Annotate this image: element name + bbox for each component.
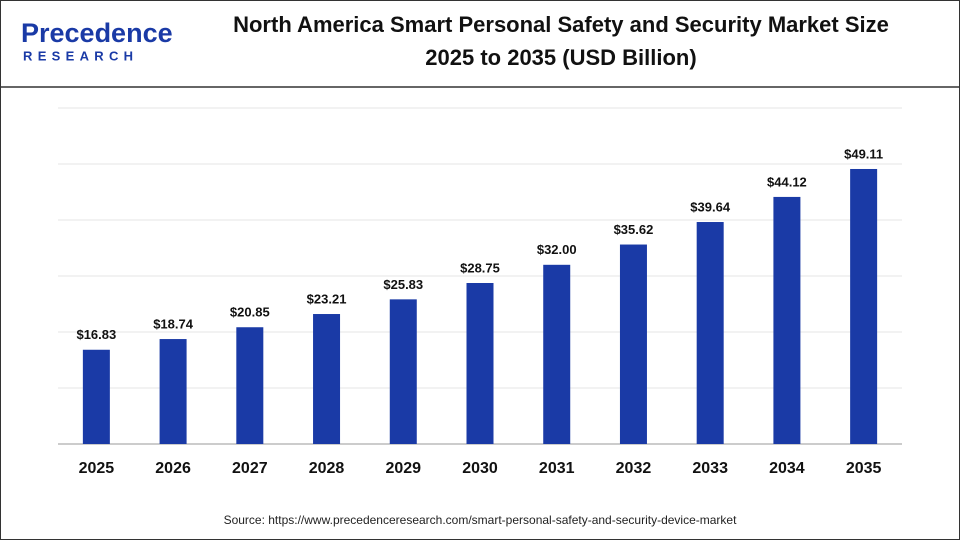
source-note: Source: https://www.precedenceresearch.c… bbox=[224, 513, 738, 527]
value-label: $35.62 bbox=[614, 222, 654, 237]
x-tick-label: 2035 bbox=[846, 460, 882, 477]
bar bbox=[82, 349, 110, 444]
bar bbox=[619, 244, 647, 444]
x-tick-label: 2032 bbox=[616, 460, 652, 477]
value-label: $28.75 bbox=[460, 260, 500, 275]
logo-tagline: RESEARCH bbox=[23, 48, 138, 63]
value-label: $44.12 bbox=[767, 174, 807, 189]
value-label: $16.83 bbox=[76, 327, 116, 342]
x-tick-label: 2025 bbox=[79, 460, 115, 477]
x-tick-label: 2026 bbox=[155, 460, 191, 477]
x-tick-label: 2029 bbox=[385, 460, 421, 477]
bar bbox=[159, 339, 187, 444]
bar bbox=[696, 222, 724, 444]
value-label: $23.21 bbox=[307, 291, 347, 306]
bar bbox=[543, 264, 571, 444]
chart-title: 2025 to 2035 (USD Billion) bbox=[425, 45, 696, 70]
x-tick-label: 2031 bbox=[539, 460, 575, 477]
bar bbox=[773, 196, 801, 444]
bar bbox=[313, 314, 341, 444]
x-tick-label: 2033 bbox=[692, 460, 728, 477]
x-tick-label: 2030 bbox=[462, 460, 498, 477]
bar bbox=[850, 168, 878, 444]
value-label: $20.85 bbox=[230, 305, 270, 320]
logo-name: Precedence bbox=[21, 18, 173, 48]
chart-title: North America Smart Personal Safety and … bbox=[233, 12, 889, 37]
value-label: $49.11 bbox=[844, 146, 883, 161]
bar bbox=[466, 283, 494, 444]
value-label: $39.64 bbox=[690, 199, 731, 214]
x-tick-label: 2027 bbox=[232, 460, 268, 477]
value-label: $25.83 bbox=[383, 277, 423, 292]
value-label: $32.00 bbox=[537, 242, 577, 257]
bar bbox=[389, 299, 417, 444]
x-tick-label: 2028 bbox=[309, 460, 345, 477]
value-label: $18.74 bbox=[153, 316, 194, 331]
x-tick-label: 2034 bbox=[769, 460, 805, 477]
bar bbox=[236, 327, 264, 444]
